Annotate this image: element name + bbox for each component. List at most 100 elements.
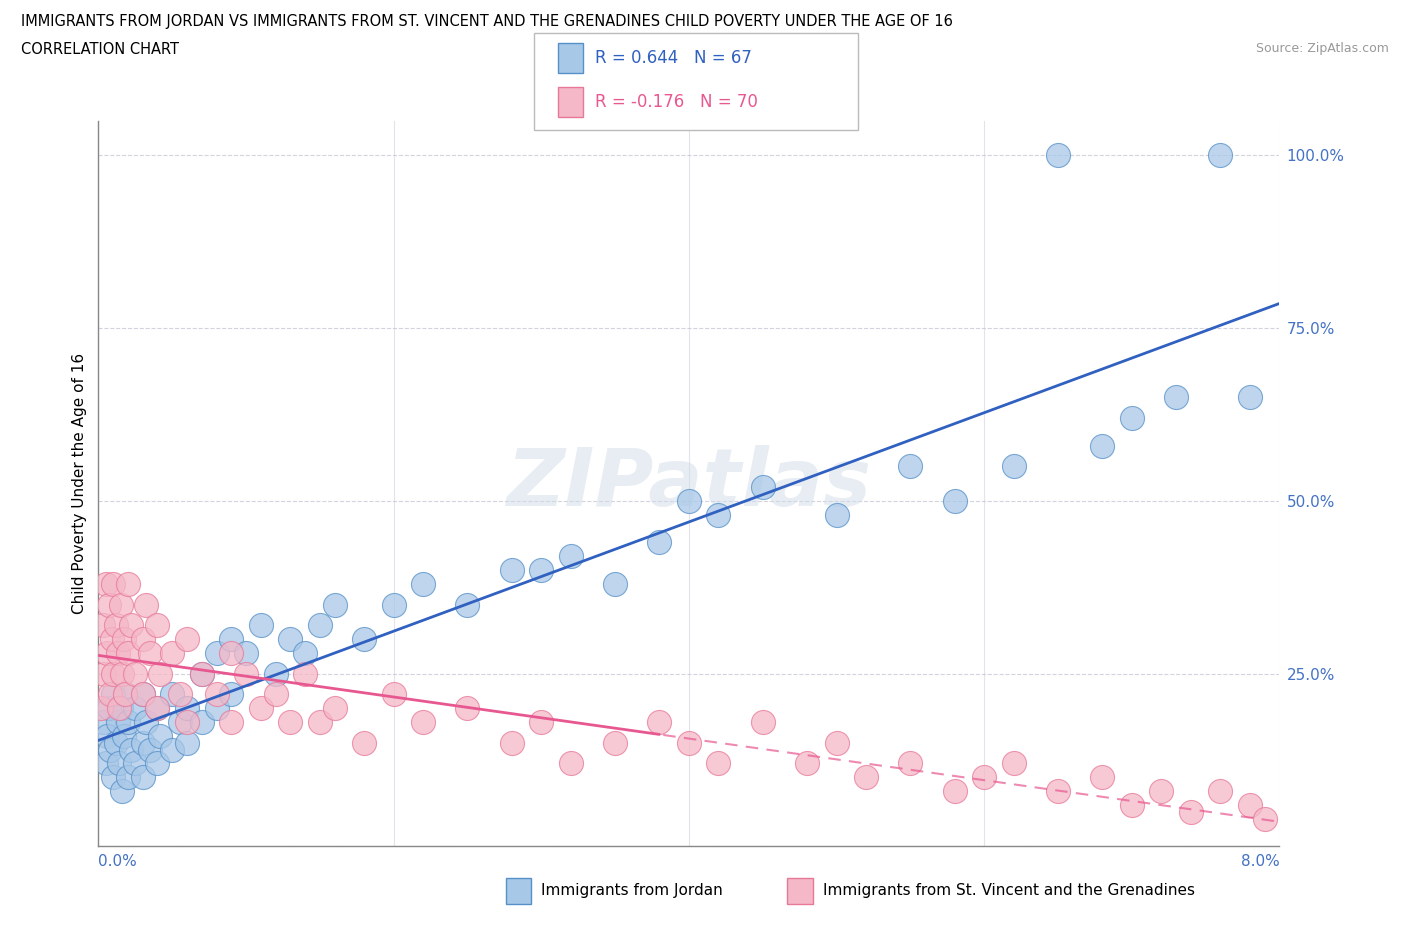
Point bbox=[1091, 438, 1114, 453]
Point bbox=[1254, 811, 1277, 826]
Point bbox=[1239, 797, 1261, 812]
Point bbox=[1180, 804, 1202, 819]
Text: 0.0%: 0.0% bbox=[98, 854, 138, 869]
Point bbox=[169, 687, 191, 702]
Point bbox=[796, 756, 818, 771]
Point bbox=[105, 618, 128, 632]
Point bbox=[93, 666, 115, 681]
Point bbox=[235, 666, 257, 681]
Point bbox=[176, 714, 198, 729]
Text: R = -0.176   N = 70: R = -0.176 N = 70 bbox=[595, 93, 758, 111]
Point bbox=[1046, 148, 1069, 163]
Point bbox=[117, 577, 139, 591]
Point bbox=[1121, 410, 1143, 425]
Point bbox=[898, 756, 921, 771]
Point bbox=[97, 700, 120, 715]
Point bbox=[648, 714, 671, 729]
Point bbox=[855, 770, 877, 785]
Point bbox=[108, 756, 131, 771]
Point bbox=[90, 700, 112, 715]
Point bbox=[1091, 770, 1114, 785]
Point bbox=[308, 618, 332, 632]
Point bbox=[294, 645, 316, 660]
Point bbox=[146, 700, 169, 715]
Point bbox=[1209, 784, 1232, 799]
Point bbox=[1150, 784, 1173, 799]
Point bbox=[219, 645, 242, 660]
Point bbox=[162, 742, 183, 757]
Text: Source: ZipAtlas.com: Source: ZipAtlas.com bbox=[1256, 42, 1389, 55]
Point bbox=[605, 736, 627, 751]
Point bbox=[530, 714, 553, 729]
Point bbox=[107, 714, 129, 729]
Point bbox=[91, 714, 114, 729]
Point bbox=[278, 631, 301, 646]
Point bbox=[110, 597, 132, 612]
Point bbox=[98, 687, 121, 702]
Point bbox=[250, 700, 273, 715]
Point bbox=[169, 714, 191, 729]
Point bbox=[294, 666, 316, 681]
Point bbox=[412, 577, 434, 591]
Point bbox=[1239, 390, 1261, 405]
Point bbox=[560, 756, 582, 771]
Point bbox=[308, 714, 332, 729]
Point bbox=[146, 756, 169, 771]
Point bbox=[412, 714, 434, 729]
Point bbox=[943, 784, 966, 799]
Y-axis label: Child Poverty Under the Age of 16: Child Poverty Under the Age of 16 bbox=[72, 353, 87, 614]
Text: 8.0%: 8.0% bbox=[1240, 854, 1279, 869]
Point bbox=[219, 631, 242, 646]
Point bbox=[1002, 756, 1025, 771]
Point bbox=[1121, 797, 1143, 812]
Point bbox=[124, 666, 146, 681]
Point bbox=[278, 714, 301, 729]
Point bbox=[235, 645, 257, 660]
Point bbox=[94, 756, 117, 771]
Point bbox=[678, 494, 700, 509]
Point bbox=[707, 507, 730, 522]
Point bbox=[264, 666, 287, 681]
Point bbox=[1164, 390, 1187, 405]
Point bbox=[250, 618, 273, 632]
Point bbox=[117, 714, 139, 729]
Point bbox=[132, 736, 155, 751]
Point bbox=[176, 736, 198, 751]
Point bbox=[191, 666, 214, 681]
Point bbox=[205, 645, 228, 660]
Point bbox=[107, 645, 129, 660]
Point bbox=[825, 507, 848, 522]
Point bbox=[96, 645, 118, 660]
Point bbox=[973, 770, 995, 785]
Point bbox=[114, 687, 136, 702]
Point bbox=[205, 687, 228, 702]
Point bbox=[382, 687, 405, 702]
Point bbox=[605, 577, 627, 591]
Point bbox=[111, 784, 134, 799]
Point bbox=[560, 549, 582, 564]
Point bbox=[105, 736, 128, 751]
Point bbox=[382, 597, 405, 612]
Point bbox=[898, 458, 921, 473]
Point bbox=[191, 666, 214, 681]
Point bbox=[1002, 458, 1025, 473]
Point bbox=[135, 597, 157, 612]
Point bbox=[103, 666, 124, 681]
Point bbox=[120, 742, 142, 757]
Point bbox=[146, 618, 169, 632]
Point bbox=[149, 666, 172, 681]
Point bbox=[501, 736, 523, 751]
Text: IMMIGRANTS FROM JORDAN VS IMMIGRANTS FROM ST. VINCENT AND THE GRENADINES CHILD P: IMMIGRANTS FROM JORDAN VS IMMIGRANTS FRO… bbox=[21, 14, 953, 29]
Point bbox=[353, 736, 375, 751]
Point bbox=[91, 618, 114, 632]
Point bbox=[111, 666, 134, 681]
Point bbox=[110, 700, 132, 715]
Text: Immigrants from Jordan: Immigrants from Jordan bbox=[541, 884, 723, 898]
Point bbox=[176, 631, 198, 646]
Point bbox=[219, 714, 242, 729]
Point bbox=[132, 687, 155, 702]
Point bbox=[96, 728, 118, 743]
Point bbox=[149, 728, 172, 743]
Point bbox=[120, 618, 142, 632]
Point bbox=[103, 687, 124, 702]
